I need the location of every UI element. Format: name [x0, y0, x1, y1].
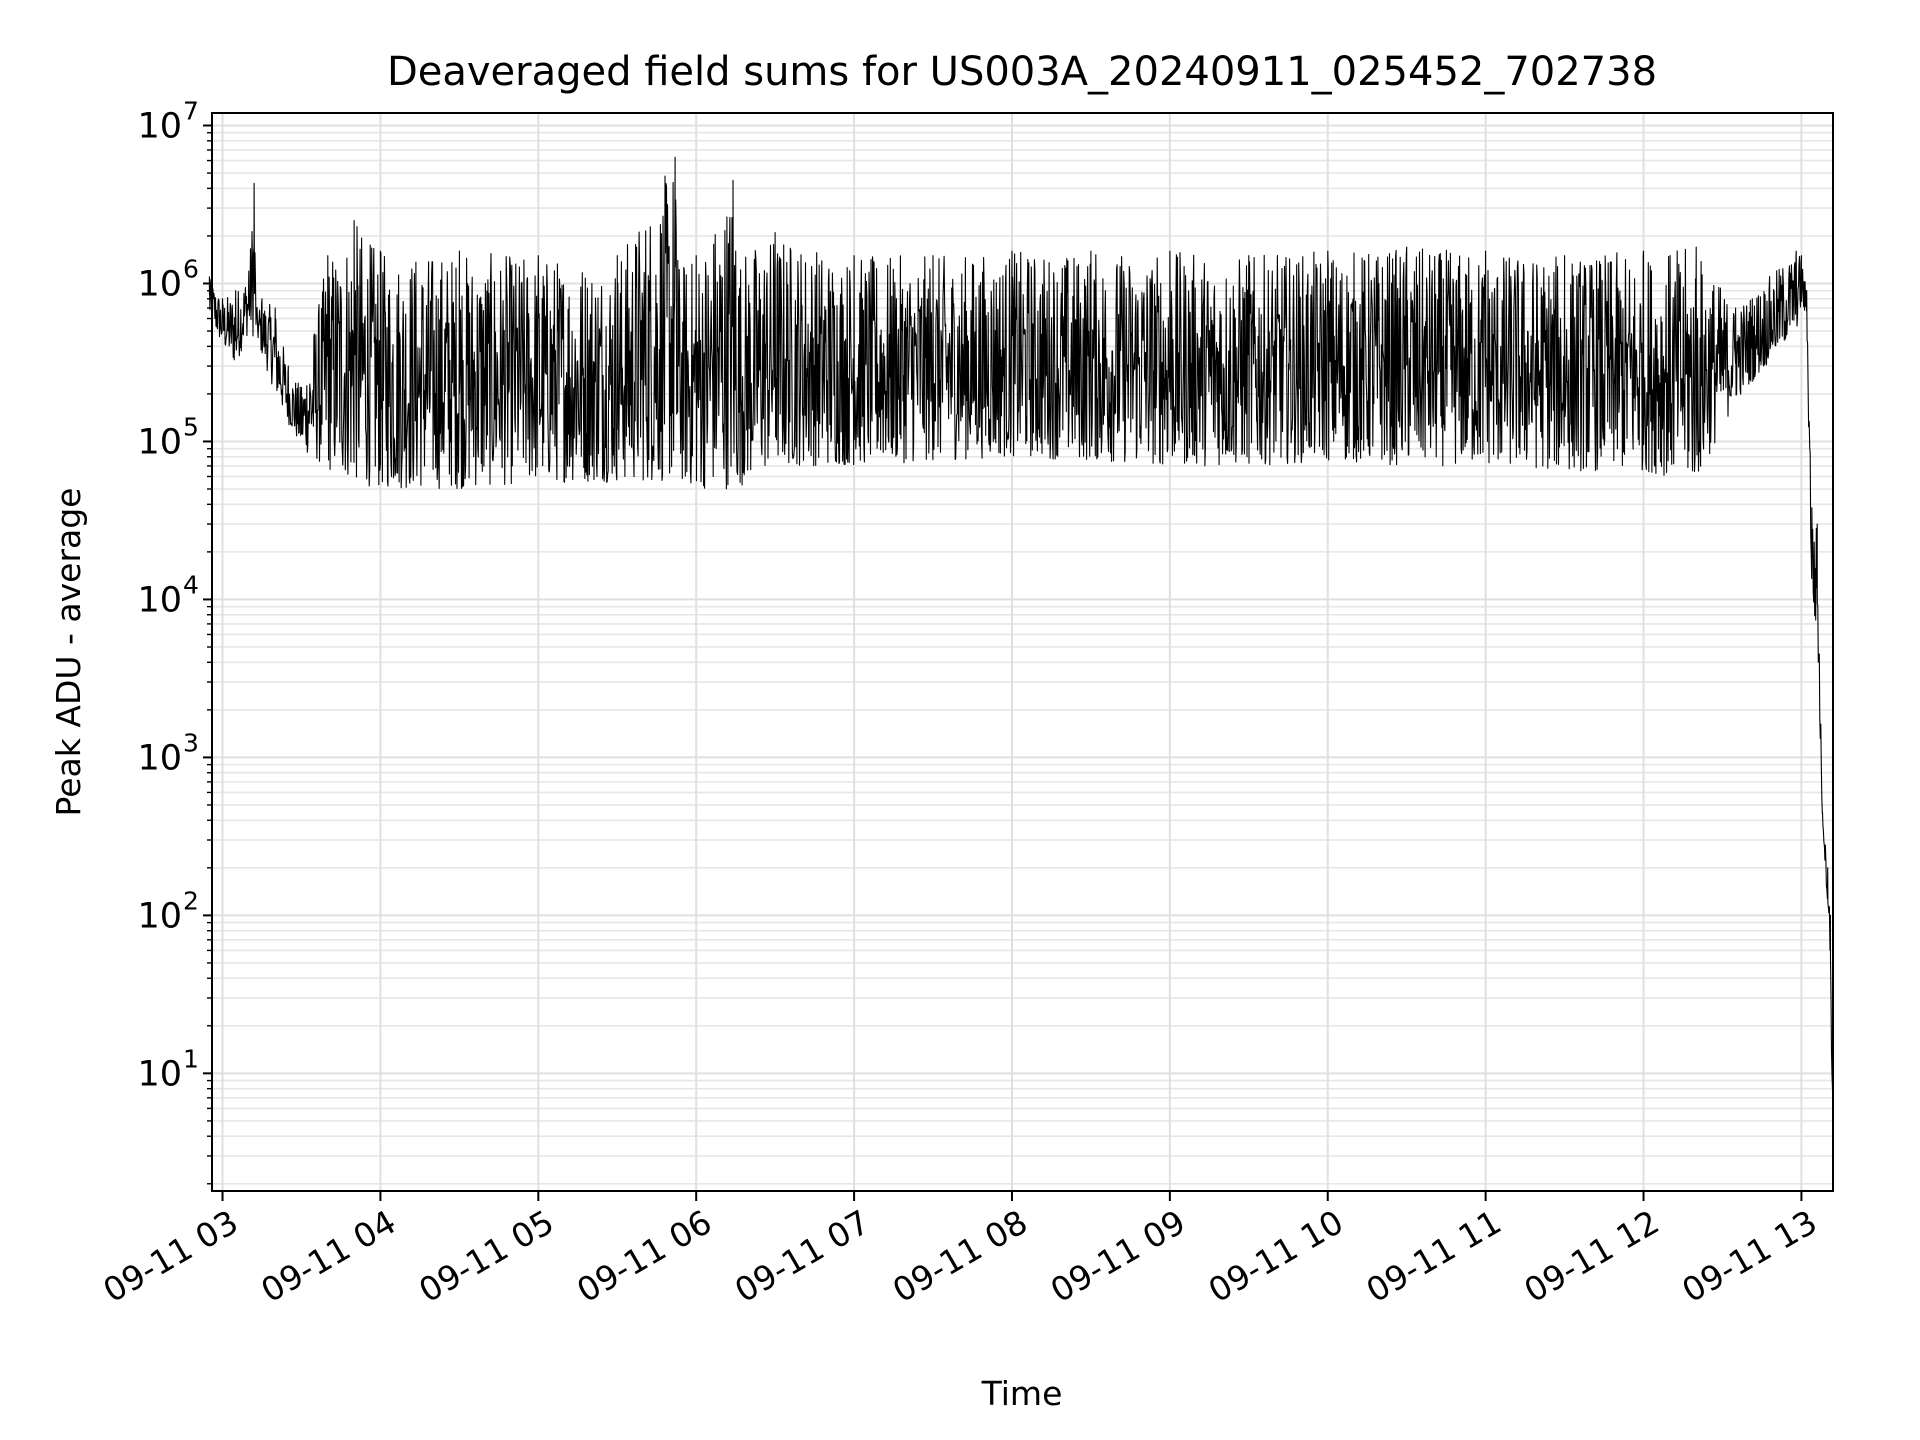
y-tick-label-exponent: 2	[183, 886, 199, 915]
plot-frame	[211, 112, 1834, 1192]
y-tick-label: 10	[137, 896, 182, 936]
y-tick-label-exponent: 1	[183, 1044, 199, 1073]
y-tick-label: 10	[137, 422, 182, 462]
y-tick-label: 10	[137, 264, 182, 304]
y-tick-label: 10	[137, 580, 182, 620]
y-axis-label: Peak ADU - average	[49, 488, 88, 817]
y-tick-label: 10	[137, 107, 182, 147]
minor-grid	[212, 131, 1833, 1185]
y-tick-label-exponent: 5	[183, 412, 199, 441]
y-tick-label-exponent: 4	[183, 570, 199, 599]
y-tick-label-exponent: 7	[183, 97, 199, 126]
y-tick-label-exponent: 3	[183, 728, 199, 757]
series-line	[208, 156, 1834, 1145]
y-tick-label: 10	[137, 738, 182, 778]
series-layer	[208, 156, 1834, 1145]
chart-title: Deaveraged field sums for US003A_2024091…	[387, 49, 1657, 95]
y-tick-label-exponent: 6	[183, 254, 199, 283]
x-axis-label: Time	[981, 1374, 1063, 1413]
y-tick-label: 10	[137, 1054, 182, 1094]
